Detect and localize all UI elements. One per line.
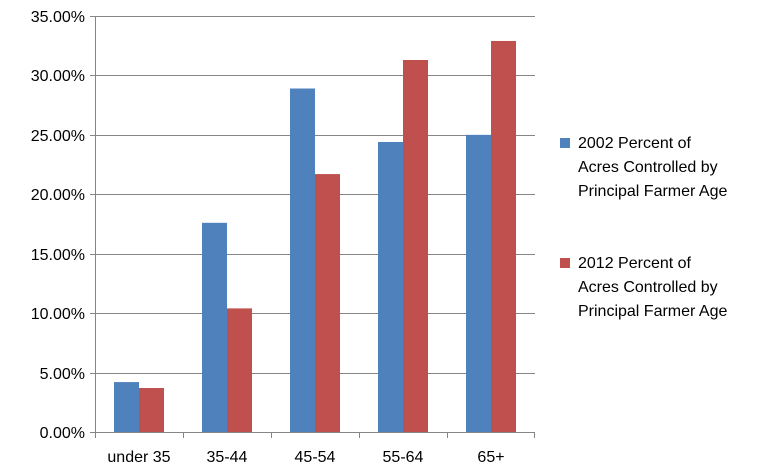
y-tick-label: 0.00%: [40, 425, 85, 442]
x-tick-label: 55-64: [383, 449, 424, 466]
legend: 2002 Percent of Acres Controlled by Princi…: [560, 135, 727, 320]
legend-label-series-2: Principal Farmer Age: [578, 303, 727, 320]
y-tick-label: 30.00%: [31, 68, 85, 85]
bar-series-2-45-54: [315, 174, 340, 432]
y-tick-label: 25.00%: [31, 128, 85, 145]
y-tick-label: 20.00%: [31, 187, 85, 204]
legend-label-series-2: Acres Controlled by: [578, 279, 718, 296]
bar-series-2-under-35: [139, 388, 164, 432]
legend-swatch-series-2: [560, 258, 570, 268]
bar-series-1-35-44: [202, 222, 227, 432]
legend-label-series-1: 2002 Percent of: [578, 135, 692, 152]
bar-series-1-65+: [466, 134, 491, 432]
x-tick-label: 45-54: [295, 449, 336, 466]
x-axis-tick-labels: under 35 35-44 45-54 55-64 65+: [107, 449, 504, 466]
bar-series-1-under-35: [114, 382, 139, 432]
y-axis-tick-labels: 0.00% 5.00% 10.00% 15.00% 20.00% 25.00% 30.00%…: [31, 9, 85, 442]
bar-series-2-55-64: [403, 59, 428, 432]
legend-swatch-series-1: [560, 138, 570, 148]
y-tick-label: 15.00%: [31, 247, 85, 264]
y-tick-label: 5.00%: [40, 366, 85, 383]
bar-series-1-55-64: [378, 141, 403, 432]
y-tick-label: 35.00%: [31, 9, 85, 26]
y-tick-label: 10.00%: [31, 306, 85, 323]
x-tick-label: 65+: [477, 449, 504, 466]
bar-series-2-65+: [491, 40, 516, 433]
legend-label-series-1: Acres Controlled by: [578, 159, 718, 176]
bars: [114, 40, 516, 433]
axes: [90, 16, 535, 438]
legend-label-series-1: Principal Farmer Age: [578, 183, 727, 200]
legend-label-series-2: 2012 Percent of: [578, 255, 692, 272]
x-tick-label: 35-44: [207, 449, 248, 466]
bar-series-2-35-44: [227, 308, 252, 432]
x-tick-label: under 35: [107, 449, 170, 466]
bar-series-1-45-54: [290, 88, 315, 432]
